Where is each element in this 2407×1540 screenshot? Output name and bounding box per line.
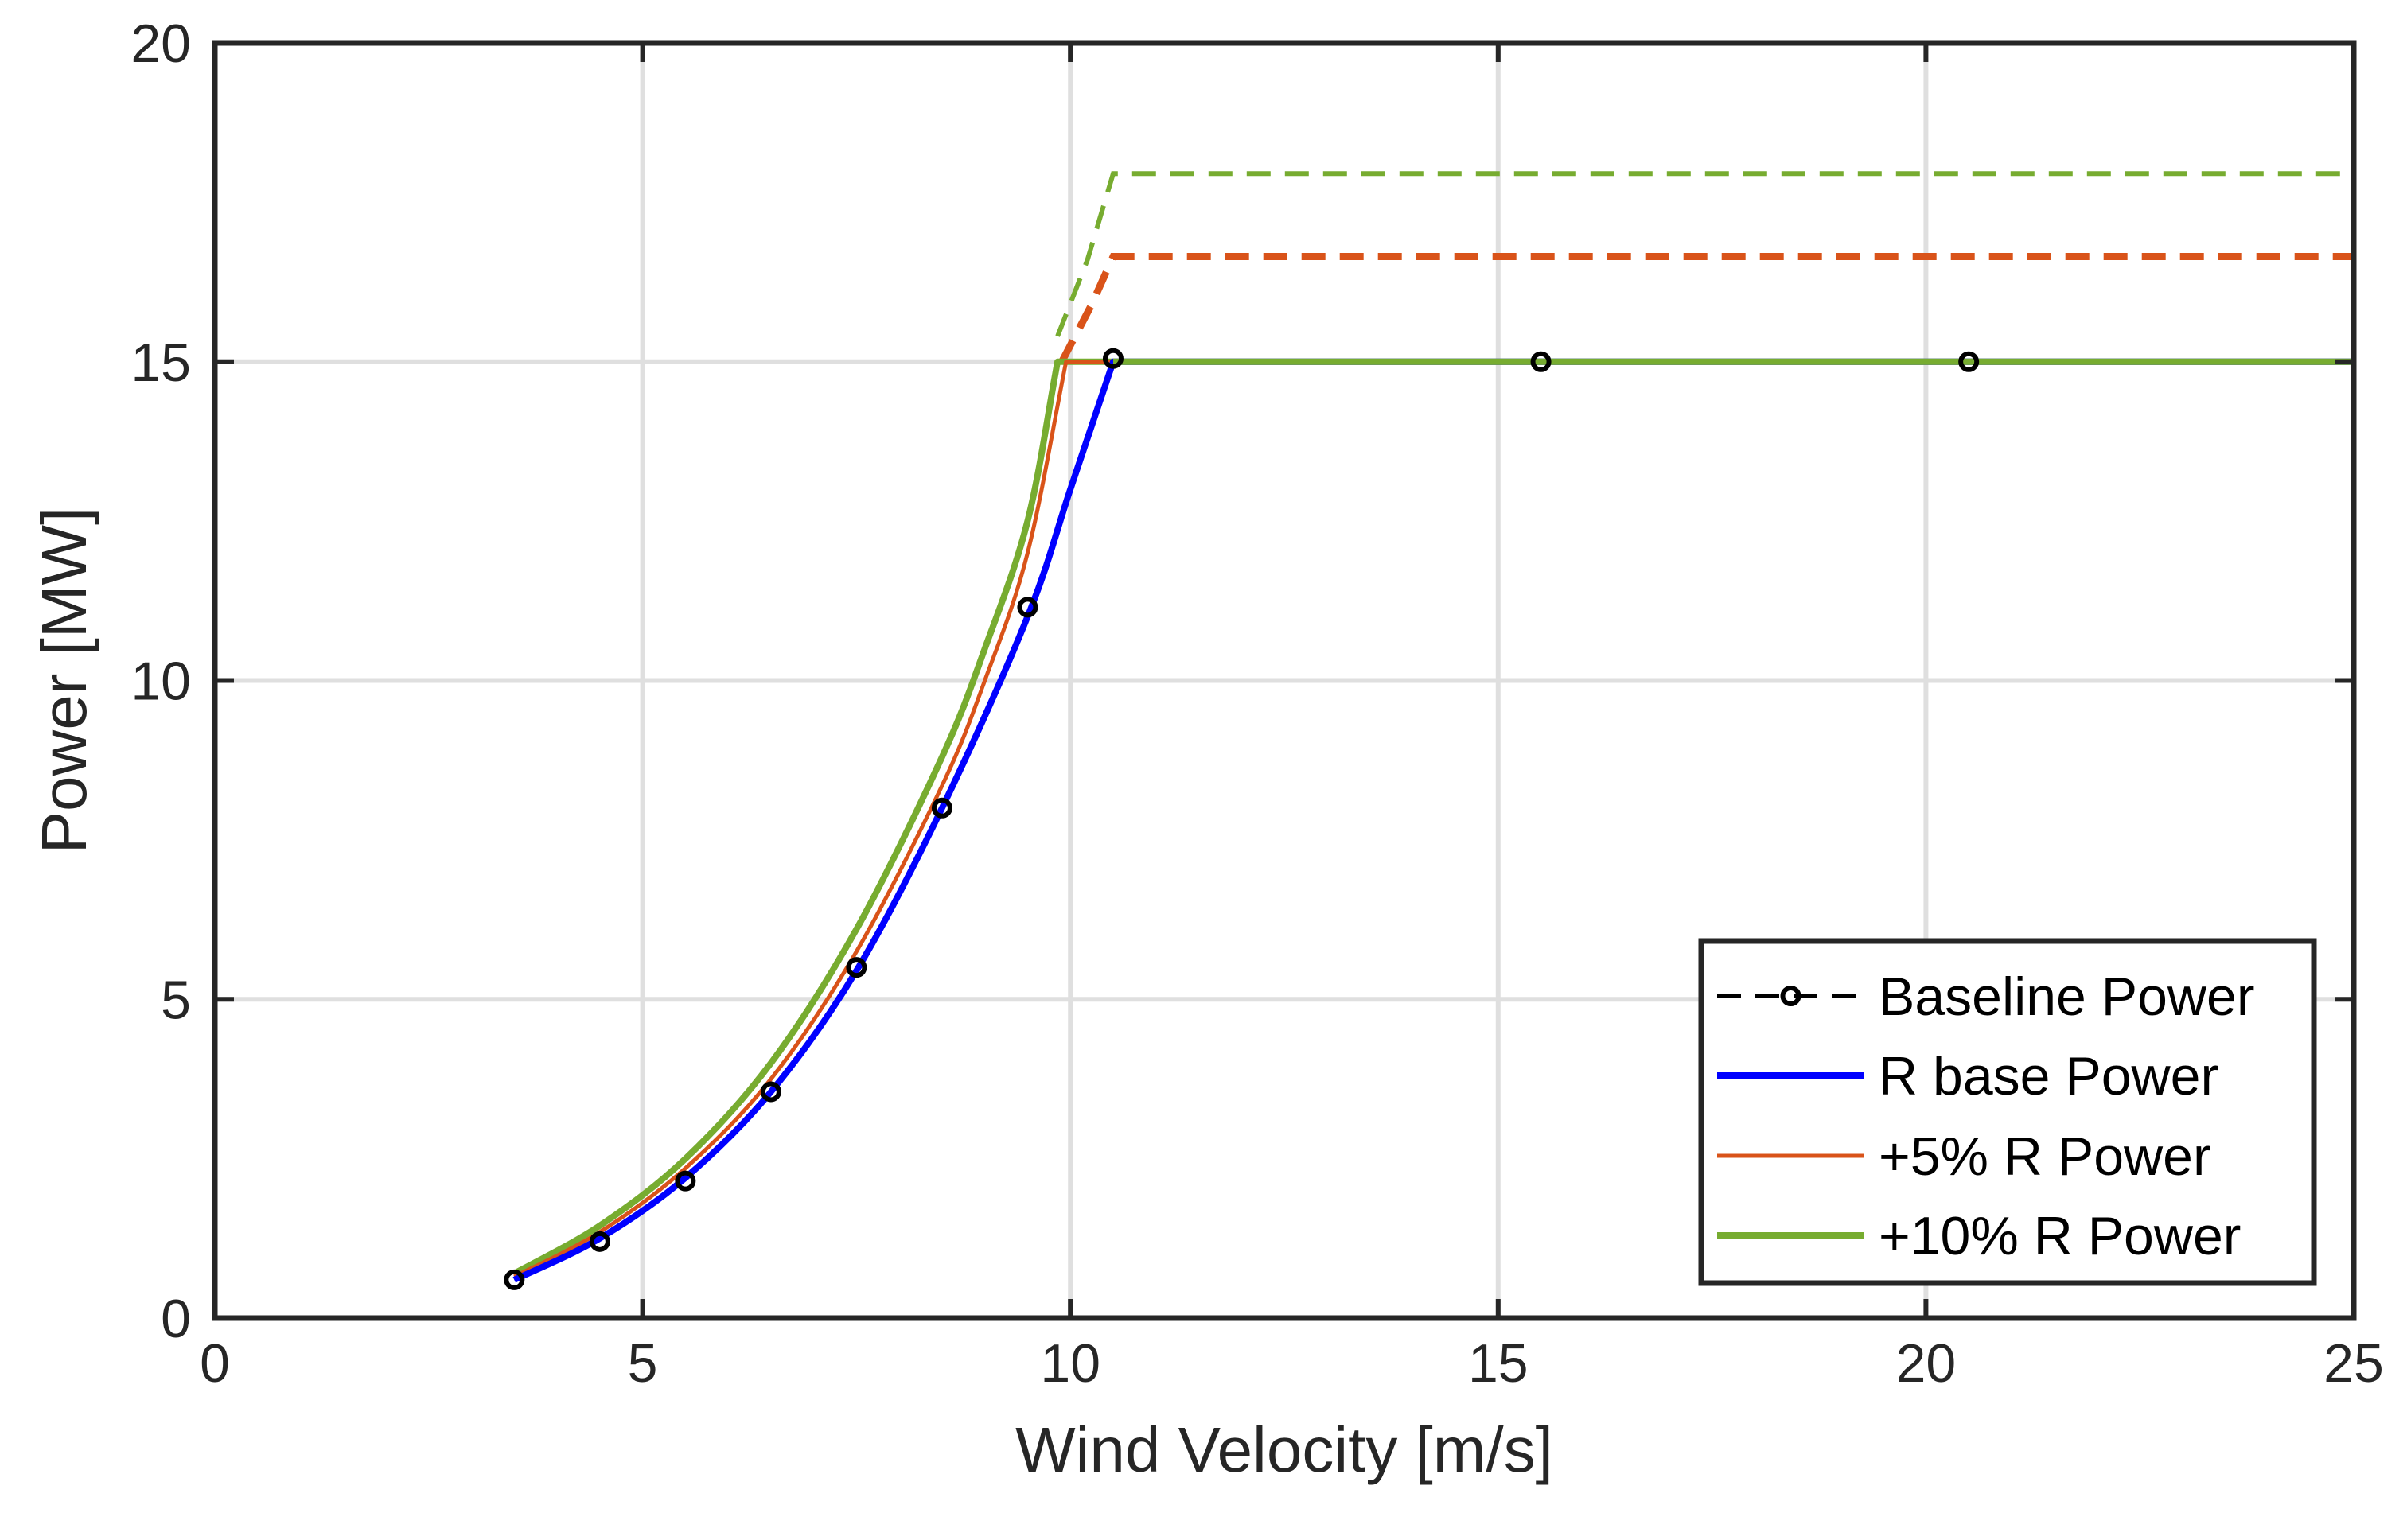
legend-entries: Baseline Power R base Power +5% R Power +10…: [1717, 966, 2254, 1266]
legend: Baseline Power R base Power +5% R Power +10…: [1698, 938, 2317, 1286]
y-tick-label: 10: [130, 651, 191, 712]
legend-item: +10% R Power: [1717, 1206, 2241, 1266]
baseline-marker: [1530, 351, 1552, 372]
x-tick-label: 15: [1468, 1333, 1529, 1394]
baseline-marker: [1102, 348, 1124, 369]
y-tick-label: 5: [161, 970, 191, 1030]
y-tick-label: 15: [130, 332, 191, 393]
series-line-rbase: [512, 358, 2354, 1283]
y-axis-label: Power [MW]: [29, 508, 99, 854]
legend-label: R base Power: [1879, 1046, 2218, 1106]
baseline-marker: [846, 957, 867, 978]
baseline-marker: [1958, 351, 1980, 372]
series-layer: [504, 171, 2354, 1290]
baseline-marker: [1017, 597, 1038, 618]
legend-label: Baseline Power: [1879, 966, 2254, 1027]
y-tick-label: 20: [130, 14, 191, 74]
series-line-r5: [513, 360, 2354, 1279]
legend-label: +5% R Power: [1879, 1126, 2211, 1187]
legend-marker: [1780, 986, 1801, 1006]
baseline-marker: [760, 1081, 781, 1102]
series-line-r5-dashed: [1058, 253, 2354, 364]
tick-labels: 0 5 10 15 20 25 0 5 10 15 20: [130, 14, 2383, 1394]
x-tick-label: 20: [1896, 1333, 1957, 1394]
baseline-marker: [931, 797, 952, 819]
x-tick-label: 25: [2323, 1333, 2384, 1394]
baseline-marker: [589, 1231, 610, 1252]
legend-label: +10% R Power: [1879, 1206, 2241, 1266]
legend-item: +5% R Power: [1717, 1126, 2211, 1187]
x-tick-label: 5: [628, 1333, 658, 1394]
legend-item: Baseline Power: [1717, 966, 2254, 1027]
baseline-marker: [675, 1170, 696, 1192]
legend-item: R base Power: [1717, 1046, 2218, 1106]
series-line-r10-dashed: [1055, 171, 2354, 337]
series-line-r10: [512, 358, 2354, 1277]
series-lines: [504, 171, 2354, 1290]
x-tick-label: 10: [1040, 1333, 1100, 1394]
y-tick-label: 0: [161, 1289, 191, 1349]
baseline-marker: [504, 1269, 525, 1290]
axes: [212, 40, 2357, 1321]
x-axis-label: Wind Velocity [m/s]: [1015, 1414, 1553, 1485]
x-tick-label: 0: [200, 1333, 230, 1394]
